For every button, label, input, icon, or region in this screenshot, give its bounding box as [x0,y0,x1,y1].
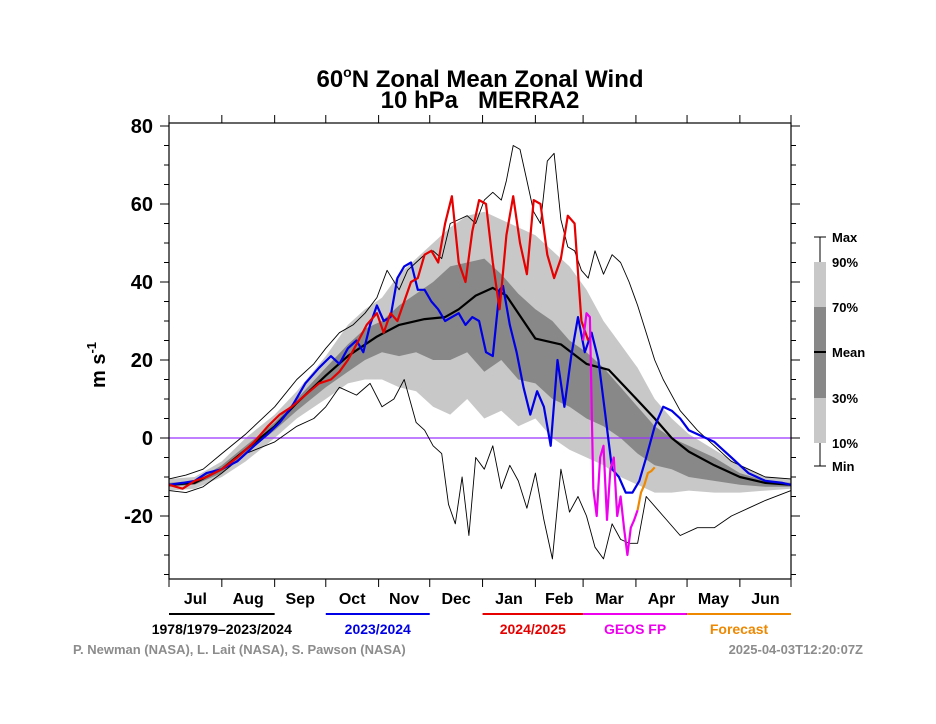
series-line-forecast [636,466,656,511]
x-month-label: Jun [751,591,779,608]
key-label: Max [832,230,858,245]
x-month-label: Aug [233,591,264,608]
y-tick-label: -20 [124,506,153,528]
y-tick-label: 40 [131,272,153,294]
key-label: 70% [832,300,858,315]
plot-frame [168,122,792,580]
key-label: Mean [832,345,865,360]
x-month-label: Nov [389,591,419,608]
y-tick-label: 60 [131,194,153,216]
legend-label: 2024/2025 [500,621,566,637]
key-label: 10% [832,436,858,451]
x-month-label: Dec [441,591,470,608]
percentile-bands [169,211,791,493]
legend-label: 2023/2024 [345,621,411,637]
y-tick-label: 80 [131,116,153,138]
series-line-max [168,145,792,480]
key-label: 90% [832,255,858,270]
x-month-label: Apr [648,591,676,608]
title-degree: o [343,64,352,80]
timestamp-text: 2025-04-03T12:20:07Z [729,642,863,657]
axes: -20 0 20 40 60 80 Jul Aug Sep Oct Nov Dec Jan Feb Mar A… [124,115,800,608]
plot-border [168,122,792,580]
title-post: N Zonal Mean Zonal Wind [352,66,644,93]
x-month-label: May [698,591,729,608]
legend-label: GEOS FP [604,621,666,637]
percentile-key: Max 90% 70% Mean 30% 10% Min [814,230,865,474]
series-lines [168,145,792,560]
credits-text: P. Newman (NASA), L. Lait (NASA), S. Paw… [73,642,406,657]
chart-title: 60oN Zonal Mean Zonal Wind [316,64,643,93]
key-label: Min [832,459,854,474]
series-line-min [168,379,792,560]
y-axis-label: m s-1 [84,342,110,388]
band-30-70 [169,258,791,487]
x-month-label: Jul [184,591,207,608]
legend-label: 1978/1979–2023/2024 [152,621,292,637]
y-axis-label-exponent: -1 [84,342,99,354]
y-tick-label: 20 [131,350,153,372]
key-label: 30% [832,391,858,406]
series-line-y2024 [168,195,590,490]
title-pre: 60 [316,66,343,93]
x-month-label: Jan [495,591,523,608]
legend-label: Forecast [710,621,769,637]
x-month-label: Sep [286,591,316,608]
x-month-label: Feb [545,591,574,608]
y-tick-label: 0 [142,428,153,450]
series-line-geos [582,312,639,557]
legend: 1978/1979–2023/2024 2023/2024 2024/2025 GEO… [152,613,791,637]
chart-subtitle: 10 hPa MERRA2 [381,87,580,114]
x-month-label: Mar [595,591,623,608]
x-month-label: Oct [339,591,366,608]
